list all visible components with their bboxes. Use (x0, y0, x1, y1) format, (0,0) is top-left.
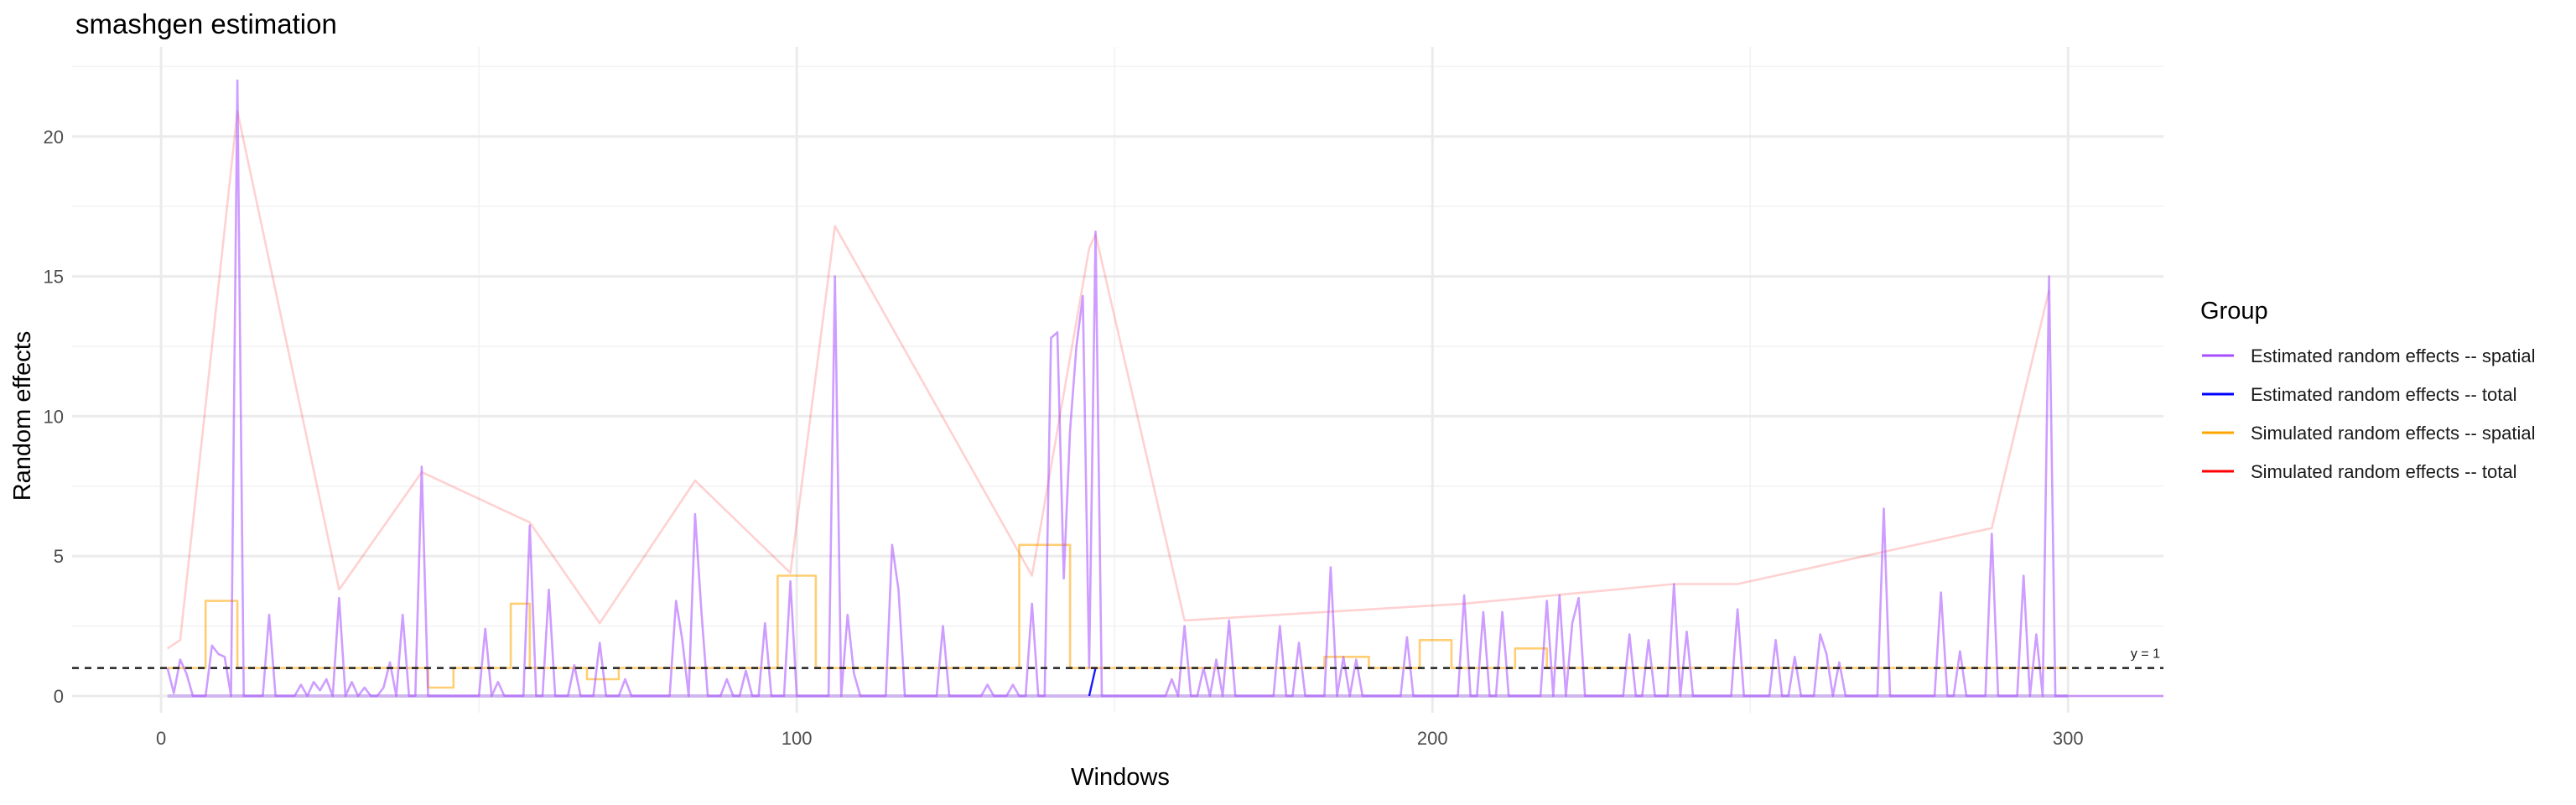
legend: Group Estimated random effects -- spatia… (2200, 298, 2536, 482)
series-line-4 (166, 110, 2050, 650)
x-tick-label: 300 (2053, 728, 2084, 749)
series-line-1 (166, 79, 2163, 698)
x-axis-title: Windows (1071, 764, 1170, 791)
reference-line-label: y = 1 (2131, 647, 2160, 662)
series-line-3 (167, 543, 2069, 689)
x-tick-label: 200 (1417, 728, 1448, 749)
y-tick-label: 20 (44, 127, 64, 148)
legend-label-1: Estimated random effects -- spatial (2251, 345, 2536, 366)
y-tick-label: 0 (54, 686, 64, 707)
y-tick-label: 5 (54, 546, 64, 567)
y-axis-title: Random effects (9, 331, 36, 501)
grid (72, 47, 2163, 713)
x-tick-label: 0 (156, 728, 166, 749)
plot-area: y = 1 (72, 79, 2163, 698)
legend-label-4: Simulated random effects -- total (2251, 461, 2517, 482)
x-tick-label: 100 (782, 728, 813, 749)
legend-label-3: Simulated random effects -- spatial (2251, 423, 2536, 444)
legend-title: Group (2200, 298, 2268, 325)
axes: 0 100 200 300 0 5 10 15 20 (44, 127, 2084, 749)
chart-title: smashgen estimation (75, 8, 337, 39)
series-line-2 (1088, 667, 1097, 697)
legend-label-2: Estimated random effects -- total (2251, 384, 2517, 405)
y-tick-label: 15 (44, 267, 64, 288)
y-tick-label: 10 (44, 406, 64, 427)
